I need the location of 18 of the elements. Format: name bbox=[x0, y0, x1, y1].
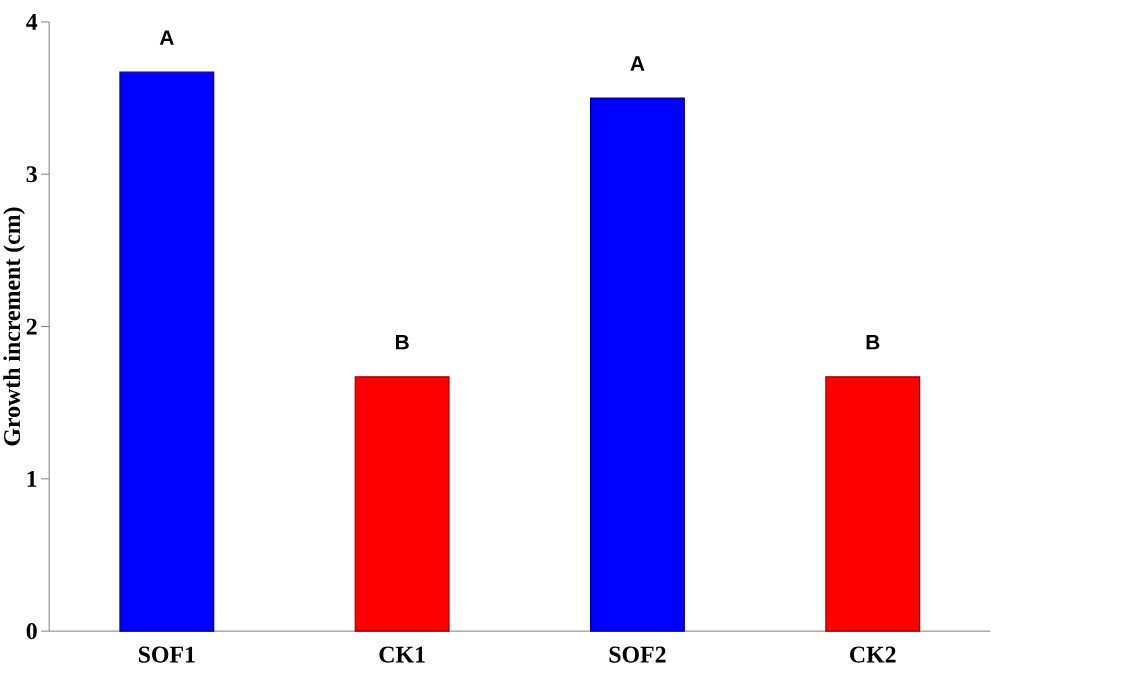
y-tick-label: 1 bbox=[27, 470, 37, 487]
bar bbox=[825, 376, 921, 632]
annotation: B bbox=[396, 335, 409, 350]
bar bbox=[354, 376, 450, 632]
bar bbox=[119, 71, 215, 632]
x-tick-label: CK1 bbox=[379, 646, 425, 663]
annotation: B bbox=[866, 335, 880, 350]
y-axis-title: Growth increment (cm) bbox=[3, 207, 25, 446]
x-tick-label: SOF1 bbox=[138, 646, 195, 663]
y-tick-label: 2 bbox=[26, 318, 37, 335]
x-tick-label: SOF2 bbox=[609, 646, 666, 663]
y-tick-label: 4 bbox=[26, 14, 38, 30]
annotation: A bbox=[630, 56, 645, 71]
annotation: A bbox=[159, 30, 174, 45]
y-tick-label: 3 bbox=[26, 166, 37, 183]
y-tick-label: 0 bbox=[26, 623, 37, 640]
bar bbox=[589, 97, 685, 632]
x-tick-label: CK2 bbox=[850, 646, 896, 663]
